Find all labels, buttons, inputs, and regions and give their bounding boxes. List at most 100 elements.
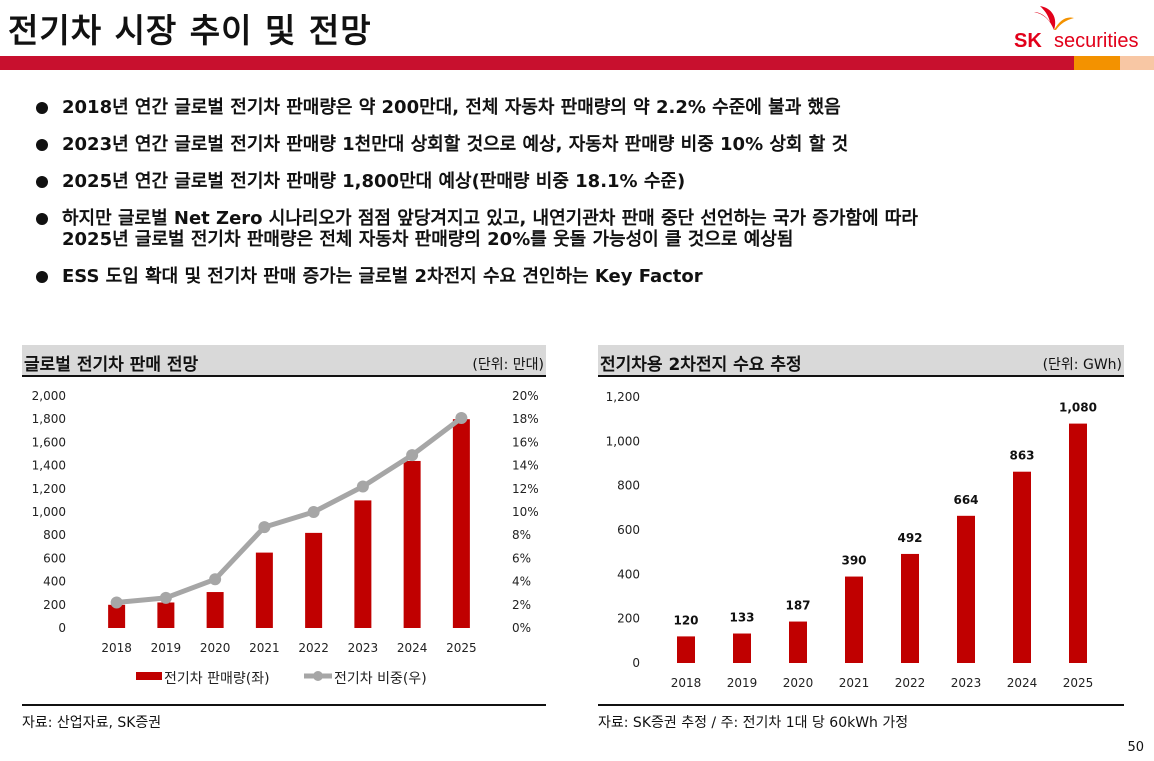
legend-bar-swatch: [136, 672, 162, 680]
bullet-text: ESS 도입 확대 및 전기차 판매 증가는 글로벌 2차전지 수요 견인하는 …: [62, 266, 703, 287]
header-band-red: [0, 56, 1074, 70]
line-point: [356, 480, 369, 493]
y2-tick-label: 20%: [512, 389, 539, 403]
y-tick-label: 600: [617, 523, 640, 537]
bar: [1069, 423, 1087, 663]
bar: [789, 621, 807, 663]
y-tick-label: 0: [632, 656, 640, 670]
y-tick-label: 1,000: [32, 505, 66, 519]
y2-tick-label: 12%: [512, 482, 539, 496]
header-band-orange: [1074, 56, 1120, 70]
y-tick-label: 1,200: [606, 390, 640, 404]
bar: [733, 633, 751, 663]
right-panel-title: 전기차용 2차전지 수요 추정: [600, 355, 802, 375]
bullet-text: 2023년 연간 글로벌 전기차 판매량 1천만대 상회할 것으로 예상, 자동…: [62, 134, 849, 155]
page-title: 전기차 시장 추이 및 전망: [8, 11, 372, 50]
x-tick-label: 2023: [951, 676, 982, 690]
x-tick-label: 2020: [783, 676, 814, 690]
line-point: [455, 412, 468, 425]
y2-tick-label: 8%: [512, 528, 531, 542]
data-label: 664: [953, 493, 978, 507]
y2-tick-label: 18%: [512, 412, 539, 426]
data-label: 1,080: [1059, 401, 1097, 415]
x-tick-label: 2019: [727, 676, 758, 690]
data-label: 390: [841, 554, 866, 568]
share-line: [116, 416, 463, 605]
left-panel-unit: (단위: 만대): [472, 357, 544, 373]
x-tick-label: 2024: [1007, 676, 1038, 690]
bullet-dot-icon: [36, 213, 48, 225]
bullet-dot-icon: [36, 271, 48, 283]
left-source-note: 자료: 산업자료, SK증권: [22, 704, 546, 732]
right-source-note: 자료: SK증권 추정 / 주: 전기차 1대 당 60kWh 가정: [598, 704, 1124, 732]
x-tick-label: 2025: [1063, 676, 1094, 690]
right-panel-unit: (단위: GWh): [1042, 357, 1122, 373]
y-tick-label: 1,800: [32, 412, 66, 426]
x-tick-label: 2022: [298, 641, 329, 655]
bullet-text: 하지만 글로벌 Net Zero 시나리오가 점점 앞당겨지고 있고, 내연기관…: [62, 208, 918, 229]
bar: [957, 515, 975, 663]
bullet-dot-icon: [36, 176, 48, 188]
butterfly-logo-icon: [1034, 6, 1074, 30]
ev-sales-chart-svg: 0 200 400 600 800 1,000 1,200 1,400 1,600 1,800 2,…: [32, 389, 539, 687]
y2-tick-label: 2%: [512, 598, 531, 612]
left-panel-header: 글로벌 전기차 판매 전망 (단위: 만대): [22, 345, 546, 377]
line-point: [307, 506, 320, 518]
y2-tick-label: 10%: [512, 505, 539, 519]
x-tick-label: 2021: [839, 676, 870, 690]
ev-sales-chart: 0 200 400 600 800 1,000 1,200 1,400 1,600 1,800 2,…: [22, 380, 546, 700]
page-number: 50: [1127, 740, 1144, 755]
data-label: 120: [673, 613, 698, 627]
x-tick-label: 2023: [348, 641, 379, 655]
right-panel-header: 전기차용 2차전지 수요 추정 (단위: GWh): [598, 345, 1124, 377]
y-tick-label: 1,400: [32, 459, 66, 473]
battery-demand-chart-svg: 0 200 400 600 800 1,000 1,200 120 133 187 390 492 66…: [606, 390, 1097, 690]
line-point: [159, 591, 172, 604]
y-tick-label: 0: [58, 621, 66, 635]
y-tick-label: 2,000: [32, 389, 66, 403]
y2-tick-label: 6%: [512, 551, 531, 565]
line-point: [406, 449, 419, 462]
left-panel-title: 글로벌 전기차 판매 전망: [24, 355, 199, 375]
y-tick-label: 1,000: [606, 434, 640, 448]
legend-line-label: 전기차 비중(우): [334, 671, 427, 687]
bar: [157, 602, 175, 628]
bullet-item: 2023년 연간 글로벌 전기차 판매량 1천만대 상회할 것으로 예상, 자동…: [34, 134, 1134, 155]
bullet-list: 2018년 연간 글로벌 전기차 판매량은 약 200만대, 전체 자동차 판매…: [34, 97, 1134, 303]
legend-line-marker: [313, 671, 323, 681]
x-tick-label: 2020: [200, 641, 231, 655]
y-tick-label: 800: [617, 479, 640, 493]
data-label: 187: [785, 599, 810, 613]
x-tick-label: 2022: [895, 676, 926, 690]
data-label: 133: [729, 611, 754, 625]
bar: [845, 576, 863, 663]
x-tick-label: 2018: [101, 641, 132, 655]
line-point: [258, 521, 271, 534]
bullet-item: 하지만 글로벌 Net Zero 시나리오가 점점 앞당겨지고 있고, 내연기관…: [34, 208, 1134, 250]
line-point: [110, 596, 123, 609]
bullet-dot-icon: [36, 102, 48, 114]
bullet-text: 2018년 연간 글로벌 전기차 판매량은 약 200만대, 전체 자동차 판매…: [62, 97, 841, 118]
bar: [452, 419, 470, 628]
bullet-item: ESS 도입 확대 및 전기차 판매 증가는 글로벌 2차전지 수요 견인하는 …: [34, 266, 1134, 287]
bullet-text: 2025년 연간 글로벌 전기차 판매량 1,800만대 예상(판매량 비중 1…: [62, 171, 686, 192]
bar: [305, 532, 323, 628]
bar: [255, 552, 273, 628]
line-point: [209, 573, 222, 586]
bar: [677, 636, 695, 663]
bar: [206, 592, 224, 628]
x-tick-label: 2024: [397, 641, 428, 655]
bar: [901, 553, 919, 663]
y-tick-label: 400: [43, 575, 66, 589]
logo-sk-text: SK: [1014, 30, 1042, 52]
bar: [1013, 471, 1031, 663]
header-band-peach: [1120, 56, 1154, 70]
bullet-text-continued: 2025년 글로벌 전기차 판매량은 전체 자동차 판매량의 20%를 웃돌 가…: [62, 229, 794, 250]
sk-securities-logo: SK securities: [1010, 2, 1150, 54]
bar: [354, 500, 372, 628]
bullet-item: 2025년 연간 글로벌 전기차 판매량 1,800만대 예상(판매량 비중 1…: [34, 171, 1134, 192]
y2-tick-label: 14%: [512, 459, 539, 473]
y2-tick-label: 0%: [512, 621, 531, 635]
bullet-item: 2018년 연간 글로벌 전기차 판매량은 약 200만대, 전체 자동차 판매…: [34, 97, 1134, 118]
data-label: 863: [1009, 449, 1034, 463]
